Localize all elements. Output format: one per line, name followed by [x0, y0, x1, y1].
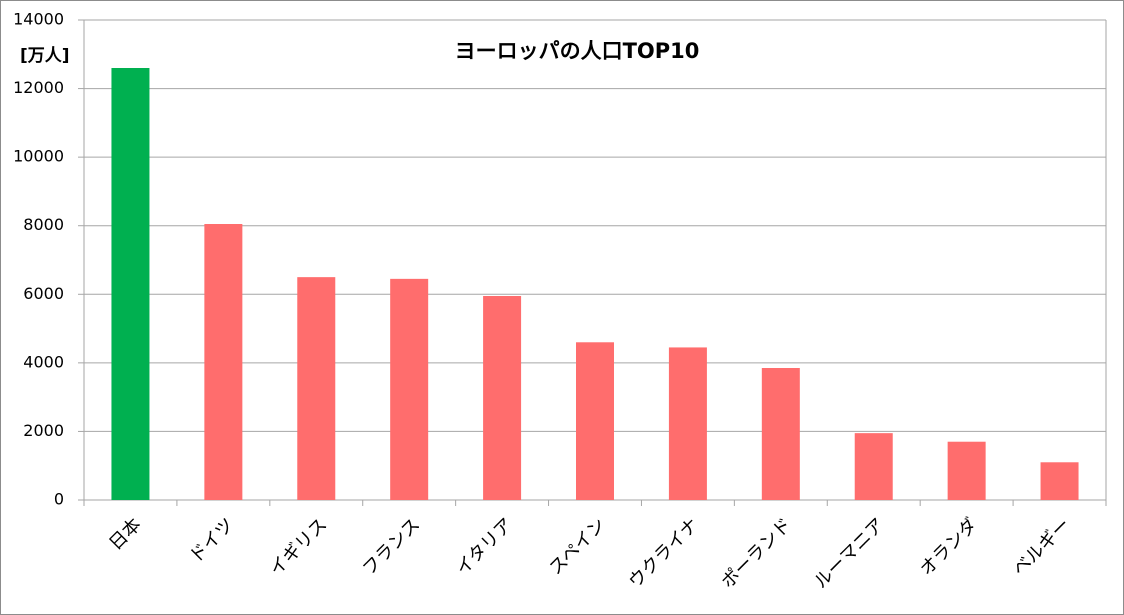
y-tick-label: 0 — [54, 490, 64, 509]
bar — [297, 277, 336, 500]
y-axis-label: [万人] — [20, 46, 70, 66]
chart-title: ヨーロッパの人口TOP10 — [455, 39, 700, 63]
bar — [854, 433, 893, 500]
bar — [483, 296, 522, 500]
y-tick-label: 6000 — [23, 284, 64, 303]
y-tick-label: 12000 — [13, 78, 64, 97]
bar — [668, 347, 707, 500]
y-tick-label: 10000 — [13, 147, 64, 166]
y-tick-label: 14000 — [13, 10, 64, 29]
y-tick-label: 4000 — [23, 352, 64, 371]
bar — [576, 342, 614, 500]
bar — [111, 68, 150, 500]
bar — [204, 224, 243, 500]
y-tick-label: 2000 — [23, 421, 64, 440]
bar — [1040, 462, 1079, 500]
bar — [390, 278, 429, 500]
bar — [947, 441, 986, 500]
y-tick-label: 8000 — [23, 215, 64, 234]
bar — [761, 368, 800, 500]
